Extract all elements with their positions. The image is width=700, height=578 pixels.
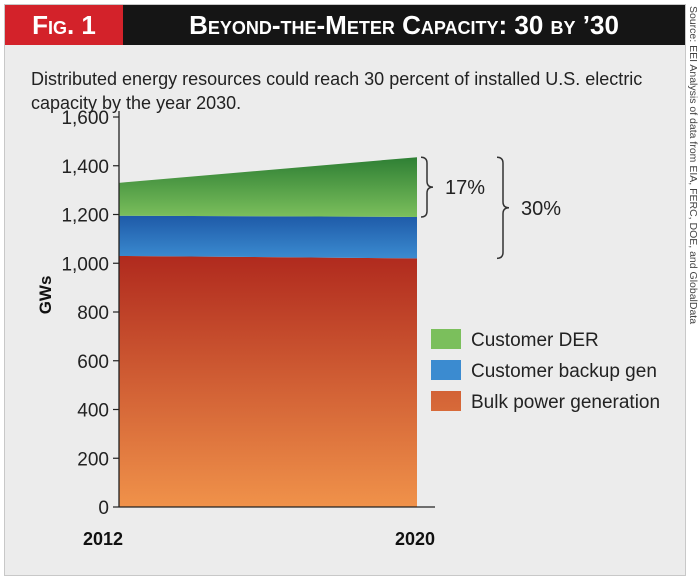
y-tick-label: 400 xyxy=(77,401,109,422)
area-customer-backup-gen xyxy=(119,215,417,259)
y-tick-label: 600 xyxy=(77,352,109,373)
area-bulk-power-generation xyxy=(119,255,417,507)
y-tick-label: 200 xyxy=(77,449,109,470)
figure-subtitle: Distributed energy resources could reach… xyxy=(31,69,643,113)
figure-title: Beyond-the-Meter Capacity: 30 by ’30 xyxy=(123,5,685,45)
y-tick-label: 1,200 xyxy=(61,206,109,227)
y-tick-label: 0 xyxy=(98,498,109,519)
source-text: Source: EEI Analysis of data from EIA, F… xyxy=(687,6,699,325)
legend-label: Customer backup gen xyxy=(471,361,657,382)
legend-swatch xyxy=(431,391,461,411)
y-tick-label: 800 xyxy=(77,303,109,324)
y-tick-label: 1,000 xyxy=(61,254,109,275)
legend-swatch xyxy=(431,360,461,380)
bracket-label: 30% xyxy=(521,198,561,220)
legend-label: Customer DER xyxy=(471,330,599,351)
legend-label: Bulk power generation xyxy=(471,392,660,413)
x-tick-label: 2020 xyxy=(395,529,435,549)
bracket-17pct xyxy=(420,156,434,218)
area-customer-der xyxy=(119,157,417,217)
legend-swatch xyxy=(431,329,461,349)
figure-panel: Fig. 1 Beyond-the-Meter Capacity: 30 by … xyxy=(4,4,686,576)
bracket-30pct xyxy=(496,156,510,260)
y-tick-label: 1,600 xyxy=(61,108,109,129)
y-axis-label: GWs xyxy=(36,276,55,315)
x-tick-label: 2012 xyxy=(83,529,123,549)
source-note: Source: EEI Analysis of data from EIA, F… xyxy=(686,6,700,566)
bracket-label: 17% xyxy=(445,177,485,199)
stacked-area-chart: 0 200 400 600 800 1,000 1,200 1,400 1,600 2012 202… xyxy=(36,108,660,549)
y-tick-label: 1,400 xyxy=(61,157,109,178)
figure-tag: Fig. 1 xyxy=(5,5,123,45)
